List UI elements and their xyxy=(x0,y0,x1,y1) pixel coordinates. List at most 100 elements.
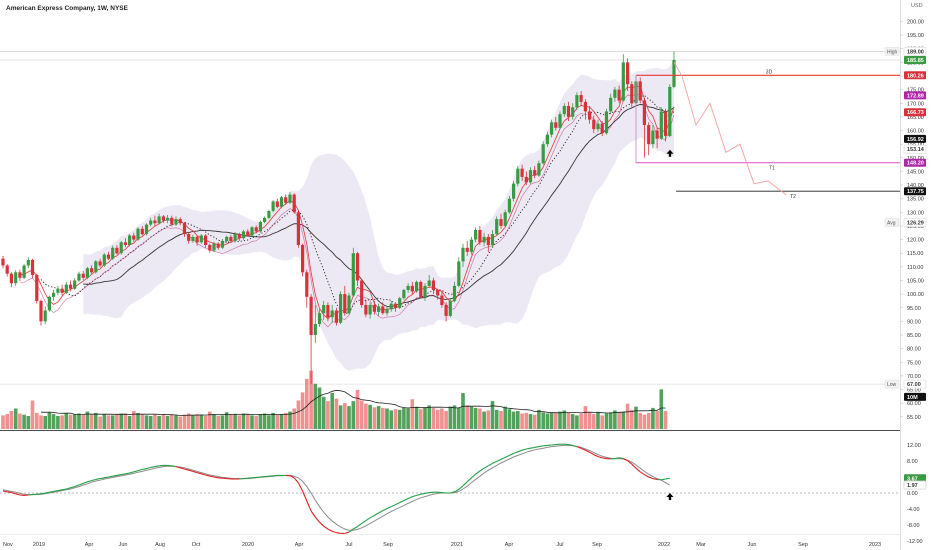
volume-bar xyxy=(549,412,554,429)
currency-label: USD xyxy=(911,3,923,9)
volume-bar xyxy=(579,413,583,429)
candle-body xyxy=(123,242,127,245)
price-label-172.89: 172.89 xyxy=(907,93,924,99)
side-tag-box xyxy=(884,379,900,389)
volume-bar xyxy=(229,414,233,429)
macd-line-segment xyxy=(652,478,658,480)
macd-line-segment xyxy=(403,498,409,502)
volume-bar xyxy=(613,410,617,429)
macd-line-segment xyxy=(639,471,645,476)
macd-label-box xyxy=(904,474,926,483)
macd-line-segment xyxy=(57,489,63,492)
candle-body xyxy=(533,170,537,176)
volume-bar xyxy=(402,407,406,429)
macd-line-segment xyxy=(344,531,350,534)
volume-bar xyxy=(368,404,372,429)
volume-bar xyxy=(89,414,94,429)
time-tick-label: 2021 xyxy=(451,542,463,548)
macd-line-segment xyxy=(492,460,497,464)
candle-body xyxy=(499,219,503,226)
volume-ma-line xyxy=(40,389,666,416)
volume-bar xyxy=(545,413,550,429)
macd-line-segment xyxy=(15,493,21,496)
buy-arrow-icon xyxy=(666,149,674,157)
candle-body xyxy=(630,84,634,104)
bollinger-band-area xyxy=(83,58,674,371)
macd-line-segment xyxy=(602,457,607,460)
volume-bar xyxy=(288,411,292,429)
volume-bar xyxy=(600,415,604,429)
volume-bar xyxy=(208,411,212,429)
macd-line-segment xyxy=(116,474,122,476)
volume-bar xyxy=(292,408,296,429)
candle-body xyxy=(220,240,224,248)
macd-line-segment xyxy=(466,477,472,483)
price-candles[interactable] xyxy=(1,51,676,385)
candle-body xyxy=(457,261,461,286)
volume-bar xyxy=(271,412,275,429)
price-label-189.00: 189.00 xyxy=(907,49,924,55)
volume-bar xyxy=(440,408,444,429)
price-label-67.00: 67.00 xyxy=(907,382,921,388)
candle-body xyxy=(655,130,659,139)
price-tick-label: 145.00 xyxy=(907,169,924,175)
candle-body xyxy=(588,111,592,120)
price-tick-label: 60.00 xyxy=(907,401,921,407)
volume-bar xyxy=(478,408,482,429)
candle-body xyxy=(292,194,296,213)
candle-body xyxy=(271,201,275,211)
candle-body xyxy=(571,107,575,117)
time-tick-label: Mar xyxy=(696,542,706,548)
volume-bar xyxy=(5,414,9,429)
candle-body xyxy=(482,236,486,243)
candle-body xyxy=(128,235,132,245)
macd-line-segment xyxy=(306,500,312,512)
candle-body xyxy=(343,294,347,314)
candle-body xyxy=(102,254,106,266)
candle-body xyxy=(1,258,5,266)
time-tick-label: 2020 xyxy=(242,542,254,548)
volume-bar xyxy=(56,416,60,429)
volume-bar xyxy=(254,416,258,429)
candle-body xyxy=(288,194,292,203)
macd-line-segment xyxy=(479,467,485,472)
macd-line-segment xyxy=(213,476,219,479)
macd-line-segment xyxy=(462,481,468,487)
time-tick-label: Jul xyxy=(345,542,352,548)
price-tick-label: 160.00 xyxy=(907,129,924,135)
volume-bar xyxy=(68,414,73,429)
volume-bar xyxy=(630,409,634,429)
macd-line-segment xyxy=(332,530,337,534)
candle-body xyxy=(144,224,149,235)
volume-bar xyxy=(659,389,664,429)
macd-line-segment xyxy=(593,454,599,458)
volume-bar xyxy=(313,383,318,429)
macd-line-segment xyxy=(209,475,215,478)
macd-line-segment xyxy=(534,446,540,448)
macd-line-segment xyxy=(374,512,379,516)
candle-body xyxy=(174,219,178,225)
volume-bar xyxy=(317,387,322,429)
macd-line-segment xyxy=(386,506,392,510)
macd-line-segment xyxy=(369,514,375,519)
volume-bar xyxy=(326,401,330,429)
candle-body xyxy=(672,60,676,87)
candle-body xyxy=(111,247,115,259)
volume-bar xyxy=(132,411,136,429)
volume-bar xyxy=(72,414,77,429)
candle-body xyxy=(520,168,524,177)
candle-body xyxy=(153,220,157,224)
time-tick-label: Sep xyxy=(592,542,602,548)
volume-bar xyxy=(364,403,368,429)
candle-body xyxy=(562,106,566,115)
price-tick-label: 105.00 xyxy=(907,279,924,285)
candle-body xyxy=(284,197,288,203)
volume-bar xyxy=(178,416,182,429)
candle-body xyxy=(617,89,621,101)
volume-bar xyxy=(541,412,545,429)
macd-cross-arrow-icon xyxy=(666,493,674,500)
candle-body xyxy=(140,228,144,235)
macd-pane xyxy=(2,443,671,534)
macd-line-segment xyxy=(175,466,181,469)
